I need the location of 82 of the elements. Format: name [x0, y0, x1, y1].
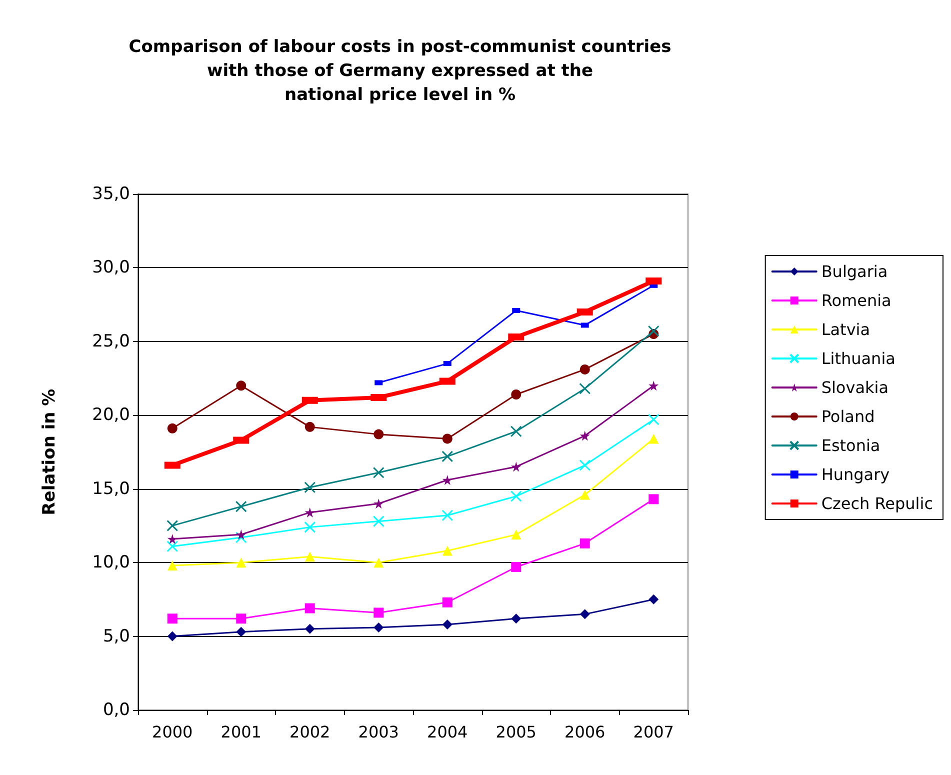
point [167, 423, 178, 434]
x-tick-label: 2006 [564, 722, 606, 742]
point [648, 494, 659, 504]
point [372, 466, 384, 478]
y-tick-label: 35,0 [92, 184, 130, 204]
x-tick-label: 2005 [496, 722, 536, 742]
point [374, 622, 384, 632]
point [304, 552, 315, 562]
point [235, 500, 247, 512]
point [648, 594, 659, 604]
point [304, 507, 315, 518]
point [304, 482, 316, 494]
point [648, 434, 659, 444]
point [510, 490, 522, 502]
y-tick-label: 5,0 [102, 626, 130, 646]
point [579, 460, 591, 472]
y-tick-label: 25,0 [92, 331, 130, 352]
point [167, 614, 178, 624]
point [579, 382, 591, 394]
legend-label: Poland [821, 407, 875, 426]
legend-label: Hungary [821, 465, 890, 484]
legend-label: Slovakia [821, 378, 889, 397]
legend-label: Czech Repulic [821, 494, 934, 513]
chart-title: Comparison of labour costs in post-communist countries with those of Germany expressed at the national price level in % [128, 37, 672, 105]
legend-label: Latvia [821, 320, 870, 339]
legend-label: Romenia [821, 291, 892, 310]
point [442, 475, 452, 486]
legend-label: Lithuania [821, 349, 896, 368]
point [167, 631, 178, 642]
point [236, 530, 246, 540]
point [580, 490, 590, 500]
y-tick-label: 15,0 [92, 478, 130, 499]
y-axis-title: Relation in % [40, 388, 60, 516]
point [648, 380, 659, 391]
x-tick-label: 2003 [358, 722, 399, 742]
legend-label: Bulgaria [821, 262, 888, 281]
point [166, 520, 178, 532]
point [442, 546, 452, 556]
point [236, 380, 246, 391]
point [167, 534, 178, 544]
x-tick-label: 2000 [152, 722, 193, 742]
point [511, 530, 522, 540]
point [304, 422, 315, 432]
point [511, 390, 522, 400]
point [442, 619, 452, 630]
point [442, 434, 452, 444]
point [442, 450, 454, 462]
point [236, 614, 246, 624]
point [580, 538, 590, 548]
x-tick-label: 2001 [220, 722, 262, 742]
x-tick-label: 2002 [290, 722, 330, 742]
point [236, 626, 246, 637]
point [304, 521, 316, 533]
point [304, 624, 315, 634]
point [304, 603, 315, 614]
point [580, 430, 590, 441]
point [374, 429, 384, 440]
point [374, 558, 384, 568]
point [511, 614, 522, 624]
y-tick-label: 20,0 [92, 405, 130, 426]
legend-label: Estonia [821, 436, 880, 455]
point [372, 516, 384, 528]
point [374, 608, 384, 618]
point [511, 462, 522, 472]
y-tick-label: 10,0 [92, 552, 130, 573]
y-tick-label: 30,0 [92, 258, 130, 278]
y-tick-label: 0,0 [102, 700, 130, 720]
point [648, 414, 660, 426]
point [648, 325, 660, 337]
point [580, 364, 590, 374]
x-tick-label: 2007 [633, 722, 674, 742]
point [166, 540, 178, 552]
point [511, 562, 522, 572]
point [236, 558, 246, 568]
x-tick-label: 2004 [427, 722, 468, 742]
point [442, 597, 452, 608]
point [510, 426, 522, 438]
point [167, 560, 178, 571]
point [442, 510, 454, 522]
point [580, 609, 590, 620]
point [374, 498, 384, 509]
point [235, 532, 247, 544]
